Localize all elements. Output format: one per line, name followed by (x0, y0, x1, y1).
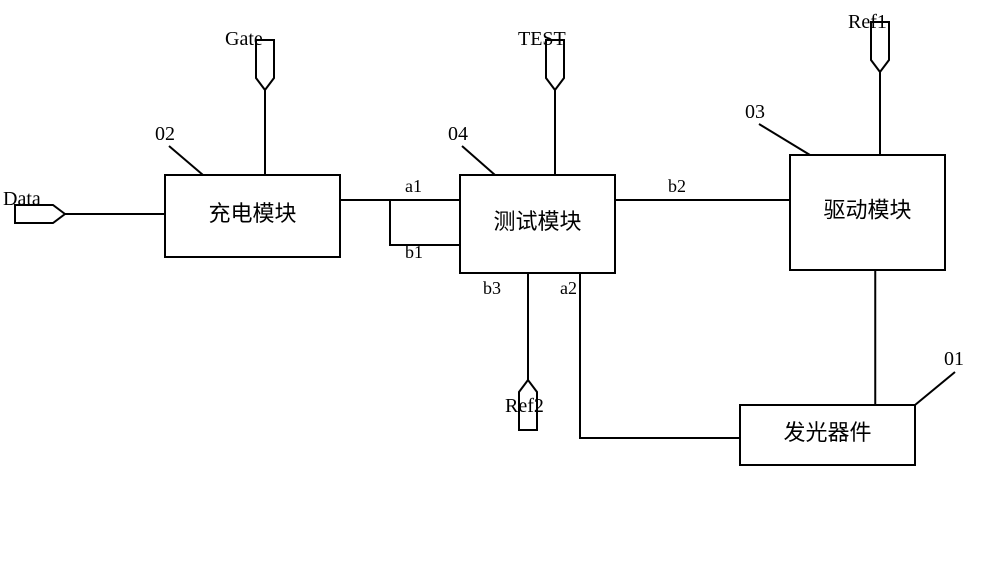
block-diagram: 充电模块 测试模块 驱动模块发光器件 Data Gate TEST Ref1 Ref2 a1 b1… (0, 0, 1000, 568)
ref-tag: 03 (745, 101, 765, 123)
signal-label: Ref2 (505, 395, 544, 417)
block-label: 驱动模块 (823, 198, 911, 223)
ref-tag: 04 (448, 123, 468, 145)
port-label: b1 (405, 242, 423, 262)
signal-label: Ref1 (848, 11, 887, 33)
block-label: 充电模块 (208, 201, 296, 226)
ref-tag: 02 (155, 123, 175, 145)
signal-label: Gate (225, 28, 263, 50)
port-label: a2 (560, 278, 577, 298)
port-label: a1 (405, 176, 422, 196)
port-label: b3 (483, 278, 501, 298)
signal-label: Data (3, 188, 41, 210)
ref-tag: 01 (944, 348, 964, 370)
signal-label: TEST (518, 28, 566, 50)
port-label: b2 (668, 176, 686, 196)
block-label: 测试模块 (493, 209, 581, 234)
block-label: 发光器件 (783, 420, 871, 445)
